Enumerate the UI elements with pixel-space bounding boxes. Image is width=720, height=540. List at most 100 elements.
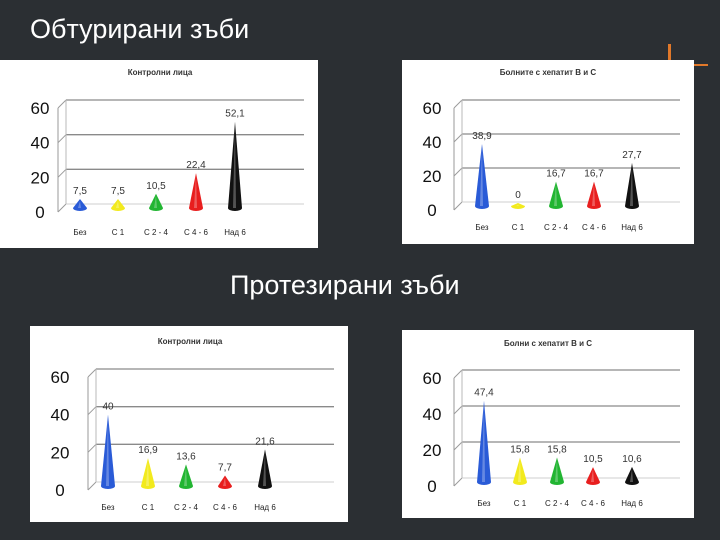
y-tick-label: 60 xyxy=(31,99,50,118)
y-tick-label: 40 xyxy=(423,133,442,152)
x-category-label: Над 6 xyxy=(254,503,276,512)
x-category-label: Над 6 xyxy=(621,223,643,232)
chart-svg: Болните с хепатит В и С 0 20 40 60 38,9 Без 0 С … xyxy=(423,68,680,232)
grid-slant xyxy=(453,477,463,487)
data-label: 21,6 xyxy=(255,436,275,447)
x-category-label: С 2 - 4 xyxy=(545,499,570,508)
y-tick-label: 0 xyxy=(427,477,436,496)
grid-slant xyxy=(453,133,463,143)
x-category-label: С 4 - 6 xyxy=(582,223,607,232)
cone-highlight xyxy=(184,466,187,486)
x-category-label: С 1 xyxy=(112,228,125,237)
chart-svg: Контролни лица 0 20 40 60 40 Без 16,9 С 1 13,6 С 2… xyxy=(51,337,334,512)
data-label: 52,1 xyxy=(225,109,245,120)
y-tick-label: 20 xyxy=(51,443,70,462)
chart-title: Болните с хепатит В и С xyxy=(500,68,597,77)
slide-title-middle: Протезирани зъби xyxy=(230,270,460,300)
y-tick-label: 0 xyxy=(55,481,64,500)
data-label: 0 xyxy=(515,190,521,201)
cone-highlight xyxy=(591,469,594,482)
data-label: 27,7 xyxy=(622,150,642,161)
chart-panel-obturated-control: Контролни лица 0 20 40 60 7,5 Без 7,5 С 1 10,5 С 2… xyxy=(0,60,318,248)
cone-highlight xyxy=(154,195,157,208)
chart-title: Контролни лица xyxy=(128,68,193,77)
cone-bar-4 xyxy=(218,475,232,489)
cone-bar-4 xyxy=(586,467,600,485)
data-label: 47,4 xyxy=(474,388,494,399)
cone-highlight xyxy=(233,123,236,208)
data-label: 13,6 xyxy=(176,451,196,462)
y-tick-label: 0 xyxy=(427,201,436,220)
x-category-label: С 4 - 6 xyxy=(213,503,238,512)
accent-bar-vertical xyxy=(668,44,671,66)
y-tick-label: 60 xyxy=(423,369,442,388)
cone-bar-3 xyxy=(149,193,163,211)
x-category-label: С 2 - 4 xyxy=(144,228,169,237)
chart-svg: Болни с хепатит В и С 0 20 40 60 47,4 Без 15,8 С… xyxy=(423,339,680,508)
grid-slant xyxy=(453,99,463,109)
grid-slant xyxy=(57,99,67,109)
data-label: 10,6 xyxy=(622,454,642,465)
cone-bar-2 xyxy=(111,199,125,211)
data-label: 16,7 xyxy=(584,169,604,180)
x-category-label: С 4 - 6 xyxy=(184,228,209,237)
chart-panel-obturated-hepatitis: Болните с хепатит В и С 0 20 40 60 38,9 Без 0 С … xyxy=(402,60,694,244)
data-label: 7,5 xyxy=(73,186,87,197)
data-label: 7,7 xyxy=(218,462,232,473)
cone-bar-3 xyxy=(179,464,193,489)
data-label: 16,9 xyxy=(138,445,158,456)
y-tick-label: 60 xyxy=(51,368,70,387)
cone-bar-2 xyxy=(513,457,527,485)
data-label: 22,4 xyxy=(186,160,206,171)
x-category-label: С 1 xyxy=(512,223,525,232)
x-category-label: С 1 xyxy=(514,499,527,508)
grid-slant xyxy=(87,443,97,453)
chart-title: Контролни лица xyxy=(158,337,223,346)
cone-highlight xyxy=(78,201,81,208)
y-tick-label: 20 xyxy=(31,168,50,187)
grid-slant xyxy=(57,168,67,178)
chart-svg: Контролни лица 0 20 40 60 7,5 Без 7,5 С 1 10,5 С 2… xyxy=(31,68,304,237)
cone-bar-3 xyxy=(550,457,564,485)
cone-highlight xyxy=(516,205,519,206)
cone-bar-4 xyxy=(587,181,601,209)
data-label: 16,7 xyxy=(546,169,566,180)
chart-title: Болни с хепатит В и С xyxy=(504,339,592,348)
y-tick-label: 20 xyxy=(423,167,442,186)
cone-bar-5 xyxy=(228,121,242,211)
x-category-label: С 4 - 6 xyxy=(581,499,606,508)
grid-slant xyxy=(87,368,97,378)
data-label: 10,5 xyxy=(146,181,166,192)
cone-bar-2 xyxy=(141,458,155,489)
x-category-label: Без xyxy=(477,499,491,508)
x-category-label: С 1 xyxy=(142,503,155,512)
grid-slant xyxy=(87,406,97,416)
y-tick-label: 20 xyxy=(423,441,442,460)
x-category-label: Без xyxy=(73,228,87,237)
grid-slant xyxy=(57,203,67,213)
cone-highlight xyxy=(482,402,485,482)
cone-bar-1 xyxy=(477,400,491,485)
cone-bar-1 xyxy=(101,414,115,489)
cone-highlight xyxy=(592,183,595,206)
x-category-label: Над 6 xyxy=(621,499,643,508)
slide-title-top: Обтурирани зъби xyxy=(30,14,250,44)
cone-highlight xyxy=(223,477,226,486)
y-tick-label: 40 xyxy=(51,406,70,425)
cone-bar-5 xyxy=(625,162,639,209)
grid-slant xyxy=(87,481,97,491)
grid-slant xyxy=(453,167,463,177)
y-tick-label: 60 xyxy=(423,99,442,118)
data-label: 7,5 xyxy=(111,186,125,197)
x-category-label: С 2 - 4 xyxy=(544,223,569,232)
cone-bar-3 xyxy=(549,181,563,209)
cone-bar-5 xyxy=(625,466,639,485)
data-label: 10,5 xyxy=(583,454,603,465)
cone-highlight xyxy=(106,416,109,486)
cone-bar-2 xyxy=(511,203,525,209)
chart-panel-prosthetic-control: Контролни лица 0 20 40 60 40 Без 16,9 С 1 13,6 С 2… xyxy=(30,326,348,522)
y-tick-label: 40 xyxy=(31,134,50,153)
data-label: 40 xyxy=(102,402,114,413)
x-category-label: Над 6 xyxy=(224,228,246,237)
data-label: 38,9 xyxy=(472,131,492,142)
